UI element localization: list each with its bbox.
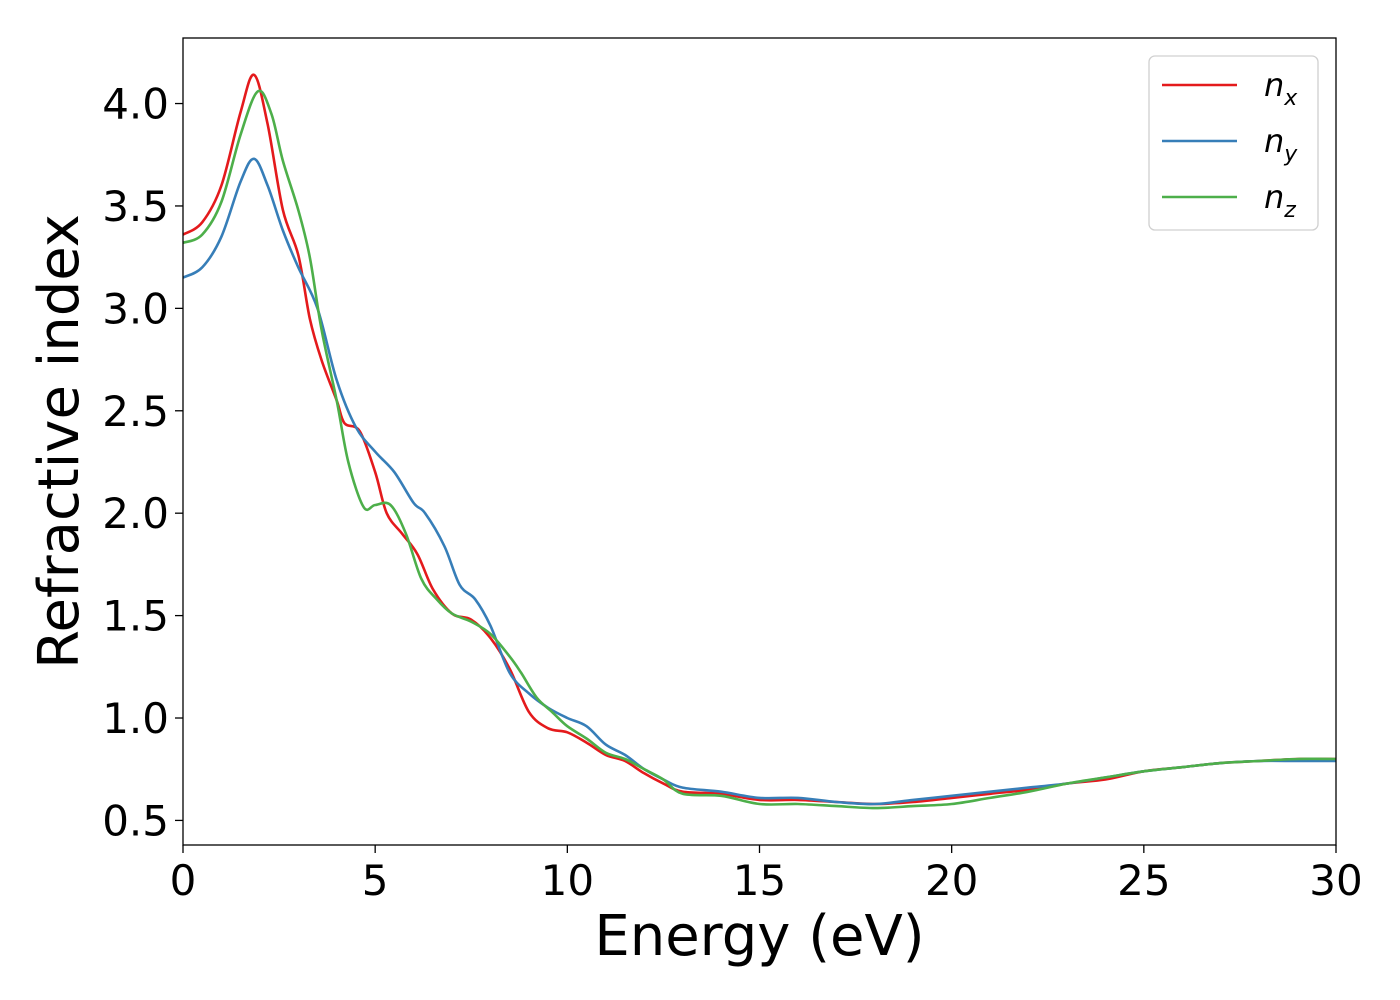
legend-label-z: nz	[1264, 178, 1296, 223]
series-line-y	[183, 157, 1336, 806]
plot-lines	[183, 73, 1336, 810]
y-axis-ticks: 0.5 1.0 1.5 2.0 2.5 3.0 3.5 4.0	[102, 80, 183, 845]
y-tick-label: 1.0	[102, 694, 169, 743]
x-axis-ticks: 0 5 10 15 20 25 30	[170, 845, 1363, 905]
plot-frame	[182, 37, 1337, 846]
x-tick-label: 20	[925, 856, 978, 905]
y-tick-label: 2.0	[102, 489, 169, 538]
y-tick-label: 2.5	[102, 387, 169, 436]
x-tick-label: 10	[541, 856, 594, 905]
series-line-x	[183, 73, 1336, 806]
y-tick-label: 1.5	[102, 592, 169, 641]
legend: nx ny nz	[1148, 55, 1319, 231]
x-tick-label: 0	[170, 856, 197, 905]
y-axis-label: Refractive index	[27, 214, 92, 669]
y-tick-label: 3.5	[102, 182, 169, 231]
x-tick-label: 25	[1117, 856, 1170, 905]
series-line-z	[183, 89, 1336, 810]
x-tick-label: 5	[362, 856, 389, 905]
legend-label-y: ny	[1264, 122, 1298, 167]
legend-label-x: nx	[1264, 66, 1298, 111]
y-tick-label: 0.5	[102, 796, 169, 845]
x-axis-label: Energy (eV)	[594, 904, 924, 969]
x-tick-label: 30	[1309, 856, 1362, 905]
x-tick-label: 15	[733, 856, 786, 905]
y-tick-label: 4.0	[102, 80, 169, 129]
legend-box	[1148, 55, 1319, 231]
y-tick-label: 3.0	[102, 284, 169, 333]
